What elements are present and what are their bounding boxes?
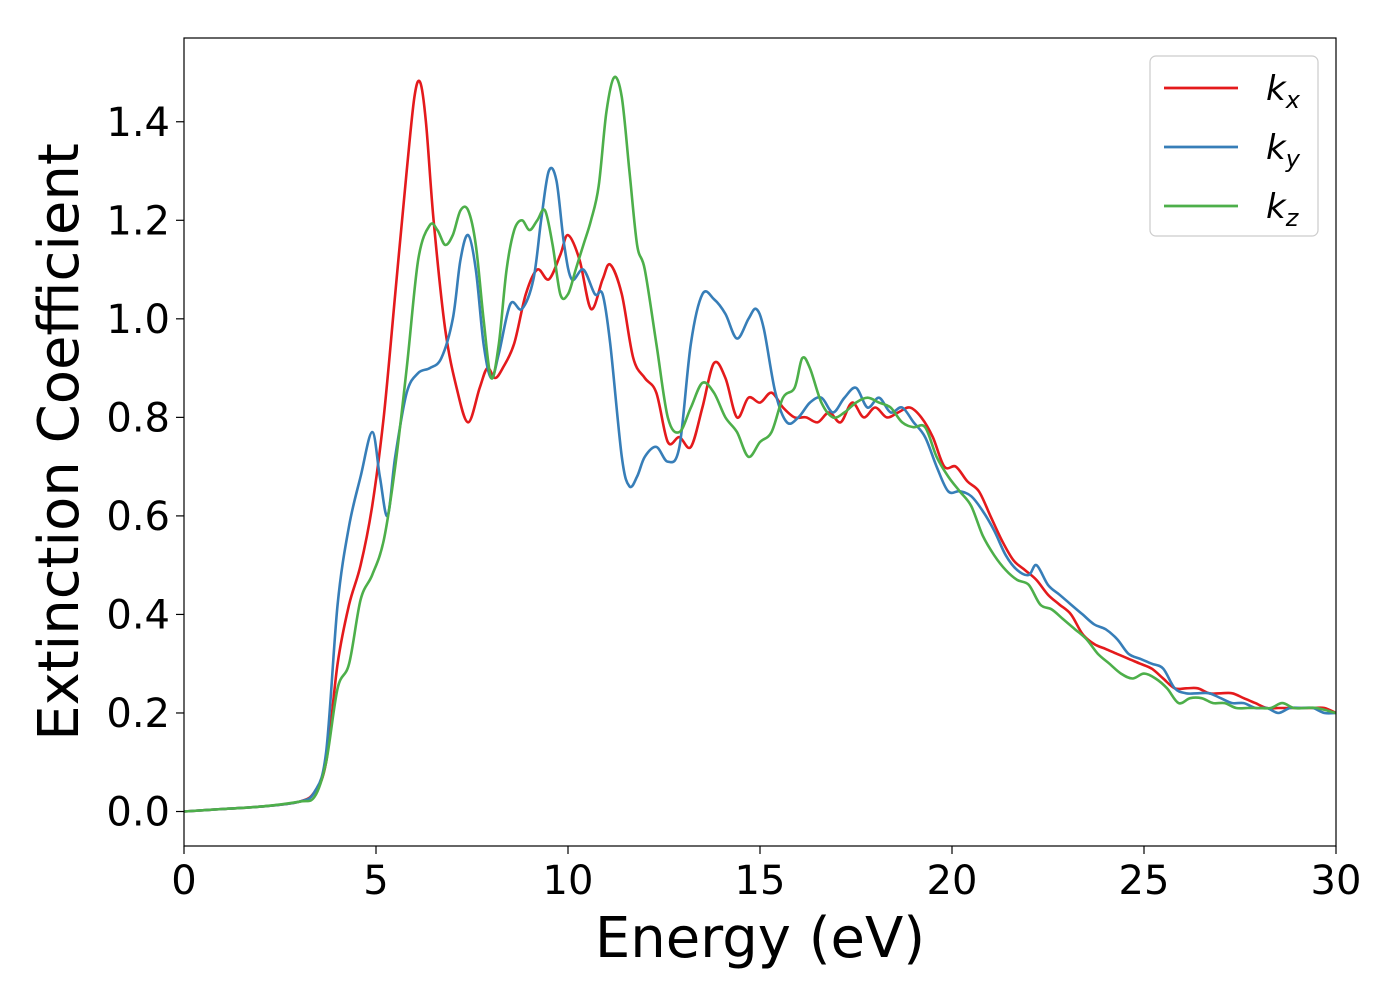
series-line-kz bbox=[183, 75, 1337, 813]
x-tick-label: 10 bbox=[543, 858, 594, 904]
x-tick-label: 15 bbox=[735, 858, 786, 904]
x-tick-label: 5 bbox=[363, 858, 388, 904]
y-tick-label: 0.2 bbox=[106, 691, 170, 737]
y-tick-label: 0.4 bbox=[106, 592, 170, 638]
legend: kx ky kz bbox=[1149, 55, 1319, 237]
series-line-kx bbox=[183, 79, 1337, 813]
series-line-ky bbox=[183, 166, 1337, 813]
x-tick-label: 20 bbox=[927, 858, 978, 904]
y-tick-label: 0.6 bbox=[106, 494, 170, 540]
x-tick-label: 30 bbox=[1311, 858, 1362, 904]
y-tick-label: 0.0 bbox=[106, 790, 170, 836]
y-axis-label: Extinction Coefficient bbox=[27, 143, 92, 741]
y-tick-label: 1.4 bbox=[106, 100, 170, 146]
plot-area bbox=[183, 75, 1337, 813]
x-tick-label: 0 bbox=[171, 858, 196, 904]
x-tick-label: 25 bbox=[1119, 858, 1170, 904]
legend-label-kx: kx bbox=[1266, 69, 1301, 114]
y-tick-label: 1.2 bbox=[106, 198, 170, 244]
x-axis-label: Energy (eV) bbox=[595, 906, 925, 971]
y-tick-label: 0.8 bbox=[106, 395, 170, 441]
legend-label-kz: kz bbox=[1266, 187, 1300, 232]
legend-label-ky: ky bbox=[1266, 128, 1301, 173]
y-tick-label: 1.0 bbox=[106, 297, 170, 343]
axes: 0 5 10 15 20 25 30 0.0 0.2 0.4 0.6 0.8 1.0 1.2 1.4 bbox=[106, 37, 1362, 904]
